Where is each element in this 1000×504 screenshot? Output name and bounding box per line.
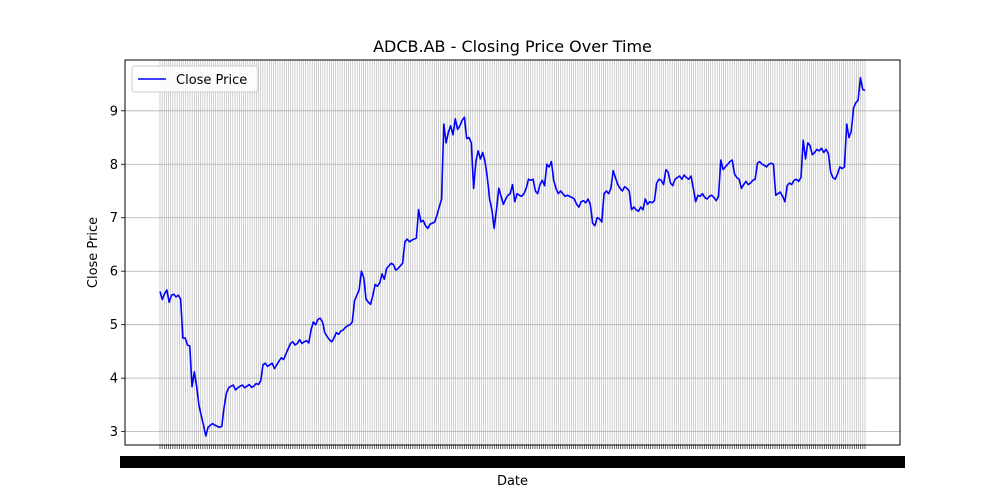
chart-title: ADCB.AB - Closing Price Over Time: [373, 37, 652, 56]
y-tick-label: 6: [110, 265, 118, 280]
y-tick-label: 8: [110, 158, 118, 173]
y-axis-ticks: 3 4 5 6 7 8 9: [110, 104, 125, 440]
y-grid: [125, 110, 900, 433]
legend-label: Close Price: [176, 73, 247, 88]
y-tick-label: 5: [110, 318, 118, 333]
y-tick-label: 7: [110, 211, 118, 226]
y-tick-label: 3: [110, 425, 118, 440]
y-tick-label: 4: [110, 372, 118, 387]
x-grid: [159, 60, 866, 445]
legend: Close Price: [131, 65, 259, 93]
axes-frame: [124, 59, 901, 446]
x-tick-labels-overlap: [120, 456, 905, 468]
y-axis-label: Close Price: [86, 217, 101, 288]
y-tick-label: 9: [110, 104, 118, 119]
close-price-series-line: [159, 76, 866, 437]
x-axis-ticks: [120, 445, 905, 468]
legend-box: [131, 65, 259, 93]
x-axis-label: Date: [497, 474, 528, 489]
plot-lines: [159, 76, 866, 437]
